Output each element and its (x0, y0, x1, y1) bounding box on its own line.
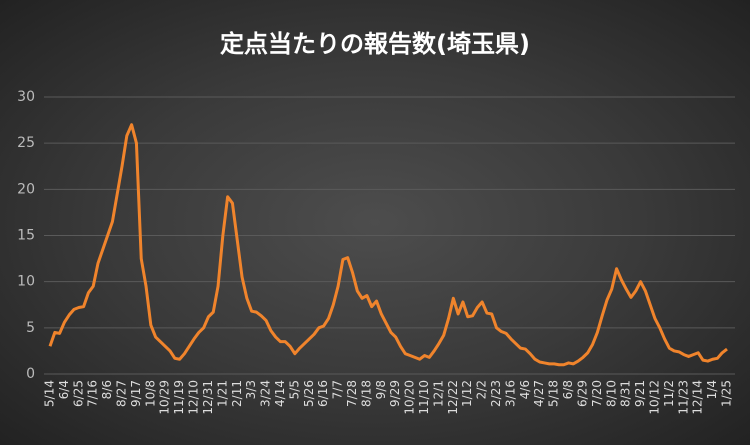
data-line (48, 123, 728, 367)
x-tick-label: 7/20 (590, 380, 604, 407)
x-tick-label: 2/2 (475, 380, 489, 399)
x-tick-label: 8/6 (100, 380, 114, 399)
x-tick-label: 1/25 (720, 380, 734, 407)
y-tick-label: 10 (17, 274, 35, 290)
x-tick-label: 12/22 (446, 380, 460, 415)
x-tick-label: 4/27 (532, 380, 546, 407)
x-tick-label: 8/18 (359, 380, 373, 407)
x-tick-label: 1/4 (705, 380, 719, 399)
x-tick-label: 5/14 (43, 380, 57, 407)
x-tick-label: 12/31 (201, 380, 215, 415)
x-tick-label: 3/16 (503, 380, 517, 407)
x-tick-label: 10/29 (158, 380, 172, 415)
y-tick-label: 5 (26, 320, 35, 336)
x-tick-label: 9/29 (388, 380, 402, 407)
x-tick-label: 5/5 (287, 380, 301, 399)
x-tick-label: 6/29 (575, 380, 589, 407)
x-tick-label: 1/21 (215, 380, 229, 407)
y-tick-label: 25 (17, 135, 35, 151)
x-tick-label: 11/23 (676, 380, 690, 415)
y-tick-label: 0 (26, 366, 35, 382)
x-tick-label: 7/7 (331, 380, 345, 399)
x-tick-label: 9/8 (374, 380, 388, 399)
x-tick-label: 2/23 (489, 380, 503, 407)
x-tick-label: 3/3 (244, 380, 258, 399)
x-tick-label: 6/8 (561, 380, 575, 399)
x-tick-label: 12/1 (431, 380, 445, 407)
y-tick-label: 20 (17, 181, 35, 197)
x-tick-label: 8/10 (604, 380, 618, 407)
x-tick-label: 12/14 (691, 380, 705, 415)
x-tick-label: 10/20 (403, 380, 417, 415)
x-tick-label: 6/25 (71, 380, 85, 407)
x-tick-label: 10/12 (647, 380, 661, 415)
x-tick-label: 9/17 (129, 380, 143, 407)
x-tick-label: 7/16 (86, 380, 100, 407)
x-tick-label: 5/18 (547, 380, 561, 407)
x-tick-label: 4/14 (273, 380, 287, 407)
x-tick-label: 5/26 (302, 380, 316, 407)
x-tick-label: 4/6 (518, 380, 532, 399)
x-tick-label: 11/10 (417, 380, 431, 415)
x-tick-label: 9/21 (633, 380, 647, 407)
x-tick-label: 3/24 (259, 380, 273, 407)
x-tick-label: 6/16 (316, 380, 330, 407)
x-tick-label: 6/4 (57, 380, 71, 399)
x-tick-label: 10/8 (143, 380, 157, 407)
y-tick-label: 30 (17, 89, 35, 105)
x-tick-label: 1/12 (460, 380, 474, 407)
x-tick-label: 11/19 (172, 380, 186, 415)
x-tick-label: 12/10 (187, 380, 201, 415)
x-tick-label: 7/28 (345, 380, 359, 407)
x-tick-label: 8/27 (115, 380, 129, 407)
x-tick-label: 2/11 (230, 380, 244, 407)
x-tick-label: 8/31 (619, 380, 633, 407)
chart-title: 定点当たりの報告数(埼玉県) (220, 30, 530, 58)
x-tick-label: 11/2 (662, 380, 676, 407)
y-tick-label: 15 (17, 228, 35, 244)
